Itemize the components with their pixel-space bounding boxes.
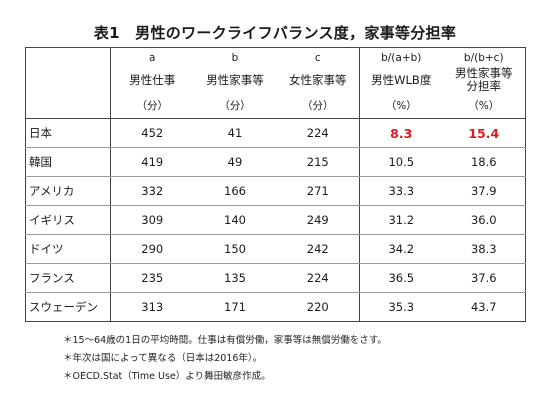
female-housework: 215 (276, 147, 360, 177)
male-share: 38.3 (442, 234, 526, 264)
male-housework: 49 (193, 147, 277, 177)
male-work: 313 (110, 292, 194, 322)
male-housework: 166 (193, 176, 277, 206)
wlb-table: a b c b/(a+b) b/(b+c) 男性仕事 男性家事等 女性家事等 男… (25, 47, 526, 322)
male-share: 37.6 (442, 263, 526, 293)
female-housework: 242 (276, 234, 360, 264)
country-label: アメリカ (25, 176, 111, 206)
country-label: ドイツ (25, 234, 111, 264)
male-work: 452 (110, 118, 194, 148)
female-housework: 271 (276, 176, 360, 206)
table-title: 表1 男性のワークライフバランス度，家事等分担率 (93, 24, 457, 42)
header-code-b: b (193, 47, 277, 67)
male-share: 15.4 (442, 118, 526, 148)
country-label: 日本 (25, 118, 111, 148)
male-wlb: 31.2 (359, 205, 443, 235)
male-wlb: 33.3 (359, 176, 443, 206)
male-housework: 150 (193, 234, 277, 264)
table-row: フランス 235 135 224 36.5 37.6 (25, 263, 526, 293)
male-work: 332 (110, 176, 194, 206)
footnotes: ＊15～64歳の1日の平均時間。仕事は有償労働，家事等は無償労働をさす。 ＊年次… (63, 332, 387, 386)
header-code-a: a (110, 47, 194, 67)
header-name-c: 女性家事等 (276, 67, 360, 93)
male-housework: 171 (193, 292, 277, 322)
male-share: 18.6 (442, 147, 526, 177)
table-row: アメリカ 332 166 271 33.3 37.9 (25, 176, 526, 206)
male-work: 290 (110, 234, 194, 264)
male-housework: 41 (193, 118, 277, 148)
male-housework: 135 (193, 263, 277, 293)
male-share: 43.7 (442, 292, 526, 322)
male-work: 419 (110, 147, 194, 177)
male-work: 235 (110, 263, 194, 293)
table-row: ドイツ 290 150 242 34.2 38.3 (25, 234, 526, 264)
male-wlb: 36.5 (359, 263, 443, 293)
footnote: ＊年次は国によって異なる（日本は2016年）。 (63, 353, 263, 364)
female-housework: 224 (276, 118, 360, 148)
male-housework: 140 (193, 205, 277, 235)
male-wlb: 34.2 (359, 234, 443, 264)
footnote: ＊15～64歳の1日の平均時間。仕事は有償労働，家事等は無償労働をさす。 (63, 335, 387, 346)
header-unit-a: （分） (110, 93, 194, 119)
male-work: 309 (110, 205, 194, 235)
header-unit-c: （分） (276, 93, 360, 119)
male-wlb: 35.3 (359, 292, 443, 322)
country-label: 韓国 (25, 147, 111, 177)
header-code-c: c (276, 47, 360, 67)
country-label: スウェーデン (25, 292, 111, 322)
table-row: 韓国 419 49 215 10.5 18.6 (25, 147, 526, 177)
header-name-wlb: 男性WLB度 (371, 73, 432, 87)
female-housework: 220 (276, 292, 360, 322)
header-unit-b: （分） (193, 93, 277, 119)
male-wlb: 8.3 (359, 118, 443, 148)
table-row: スウェーデン 313 171 220 35.3 43.7 (25, 292, 526, 322)
table-row: 日本 452 41 224 8.3 15.4 (25, 118, 526, 148)
header-code-share: b/(b+c) (442, 47, 526, 67)
header-name-share: 男性家事等 分担率 (442, 67, 526, 93)
header-unit-share: （%） (442, 93, 526, 119)
female-housework: 224 (276, 263, 360, 293)
male-share: 36.0 (442, 205, 526, 235)
header-name-b: 男性家事等 (206, 73, 264, 87)
country-label: イギリス (25, 205, 111, 235)
female-housework: 249 (276, 205, 360, 235)
country-label: フランス (25, 263, 111, 293)
male-share: 37.9 (442, 176, 526, 206)
table-row: イギリス 309 140 249 31.2 36.0 (25, 205, 526, 235)
header-code-wlb: b/(a+b) (359, 47, 443, 67)
footnote: ＊OECD.Stat（Time Use）より舞田敏彦作成。 (63, 371, 271, 382)
header-corner (25, 47, 111, 67)
male-wlb: 10.5 (359, 147, 443, 177)
header-name-a: 男性仕事 (129, 73, 176, 87)
header-unit-wlb: （%） (359, 93, 443, 119)
